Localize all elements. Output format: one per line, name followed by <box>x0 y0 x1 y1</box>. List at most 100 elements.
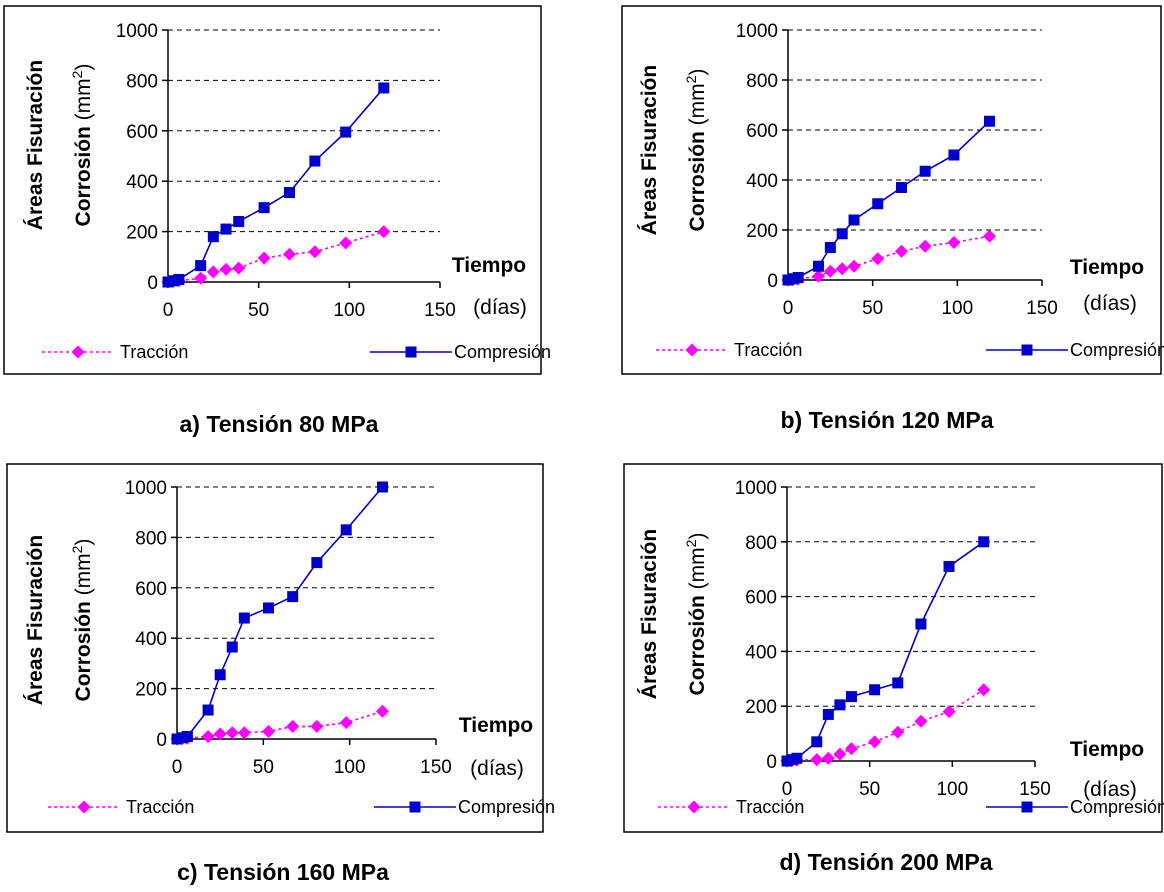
tick-labels: 0 200 400 600 800 1000 0 50 100 150 <box>125 478 452 778</box>
data-point <box>206 265 220 279</box>
data-point <box>308 245 322 259</box>
y-tick-label: 400 <box>135 629 167 650</box>
y-tick-label: 800 <box>746 71 778 92</box>
y-tick-label: 600 <box>745 588 777 609</box>
x-tick-label: 150 <box>1026 298 1058 319</box>
chart-panel-d: 0 200 400 600 800 1000 0 50 100 150 Áreas Fisurac… <box>623 463 1164 875</box>
y-tick-label: 1000 <box>735 478 777 499</box>
legend: Tracción Compresión <box>42 342 551 362</box>
x-axis-label-line1: Tiempo <box>459 714 533 737</box>
data-point <box>872 198 884 210</box>
legend-marker-compresion <box>409 801 421 813</box>
y-tick-label: 400 <box>745 642 777 663</box>
data-point <box>844 742 858 756</box>
data-point <box>202 704 214 716</box>
x-tick-label: 150 <box>420 757 452 778</box>
legend: Tracción Compresión <box>48 797 555 817</box>
data-point <box>823 264 837 278</box>
data-point <box>978 536 990 548</box>
legend: Tracción Compresión <box>656 340 1164 360</box>
data-point <box>310 719 324 733</box>
data-point <box>836 228 848 240</box>
data-point <box>824 242 836 253</box>
data-point <box>834 699 846 711</box>
data-point <box>791 752 803 764</box>
data-point <box>339 716 353 730</box>
chart-panel-b: 0 200 400 600 800 1000 0 50 100 150 Áreas Fisurac… <box>621 5 1164 433</box>
data-point <box>219 262 233 276</box>
legend-marker-compresion <box>405 346 417 358</box>
data-point <box>871 252 885 266</box>
data-point <box>869 684 881 696</box>
chart-frame <box>623 463 1163 833</box>
x-tick-label: 150 <box>424 300 456 321</box>
data-point <box>233 216 245 228</box>
data-point <box>225 726 239 740</box>
x-tick-label: 50 <box>859 779 880 800</box>
x-tick-label: 50 <box>248 300 269 321</box>
x-tick-label: 150 <box>1019 779 1051 800</box>
data-point <box>283 187 295 199</box>
x-axis-label-line1: Tiempo <box>1070 738 1144 761</box>
data-point <box>213 727 227 741</box>
data-point <box>238 612 250 624</box>
x-tick-label: 100 <box>333 300 365 321</box>
tick-labels: 0 200 400 600 800 1000 0 50 100 150 <box>736 21 1058 319</box>
data-point <box>947 236 961 249</box>
axes <box>162 29 441 288</box>
y-tick-label: 200 <box>745 697 777 718</box>
y-gridlines <box>788 29 1042 231</box>
data-point <box>895 182 907 193</box>
data-point <box>919 165 931 177</box>
data-series <box>780 536 991 768</box>
y-axis-label-line1: Áreas Fisuración <box>638 529 661 699</box>
data-point <box>375 704 389 718</box>
data-point <box>258 202 270 214</box>
data-point <box>220 223 232 235</box>
chart-caption: b) Tensión 120 MPa <box>780 407 993 433</box>
y-tick-label: 800 <box>135 528 167 549</box>
data-series <box>170 481 389 746</box>
series-compresion <box>781 536 990 767</box>
x-tick-label: 100 <box>941 298 973 319</box>
data-point <box>983 229 997 243</box>
y-tick-label: 0 <box>767 271 778 292</box>
x-axis-label-line2: (días) <box>470 757 524 780</box>
y-tick-label: 0 <box>147 273 158 294</box>
data-point <box>340 524 352 536</box>
data-point <box>892 677 904 689</box>
x-tick-label: 0 <box>783 298 794 319</box>
data-point <box>214 669 226 681</box>
x-axis-label-line1: Tiempo <box>1070 256 1144 279</box>
y-axis-label-line2: Corrosión (mm2) <box>683 533 709 696</box>
data-point <box>286 719 300 733</box>
series-compresion <box>782 115 996 286</box>
legend-marker-traccion <box>77 800 91 814</box>
legend-label-traccion: Tracción <box>126 797 194 817</box>
y-axis-label-line1: Áreas Fisuración <box>24 60 47 230</box>
data-point <box>984 115 996 127</box>
tick-labels: 0 200 400 600 800 1000 0 50 100 150 <box>116 21 456 321</box>
chart-panel-a: 0 200 400 600 800 1000 0 50 100 150 Áreas Fisurac… <box>3 5 551 437</box>
data-point <box>263 602 275 614</box>
series-line <box>167 230 385 283</box>
x-axis-label-line2: (días) <box>1083 778 1137 801</box>
legend-label-compresion: Compresión <box>1070 340 1164 360</box>
data-point <box>232 261 246 275</box>
y-gridlines <box>177 486 436 690</box>
legend-label-traccion: Tracción <box>120 342 188 362</box>
data-point <box>287 591 299 603</box>
y-tick-label: 1000 <box>125 478 167 499</box>
x-tick-label: 0 <box>782 779 793 800</box>
data-point <box>257 251 271 265</box>
data-point <box>822 708 834 720</box>
x-tick-label: 100 <box>936 779 968 800</box>
data-point <box>309 155 321 167</box>
y-axis-label-line2: Corrosión (mm2) <box>69 539 95 702</box>
data-point <box>207 231 219 243</box>
data-point <box>181 730 193 742</box>
data-point <box>173 273 185 285</box>
chart-frame <box>3 5 542 375</box>
y-axis-label-line2: Corrosión (mm2) <box>69 64 95 227</box>
legend-label-traccion: Tracción <box>736 797 804 817</box>
